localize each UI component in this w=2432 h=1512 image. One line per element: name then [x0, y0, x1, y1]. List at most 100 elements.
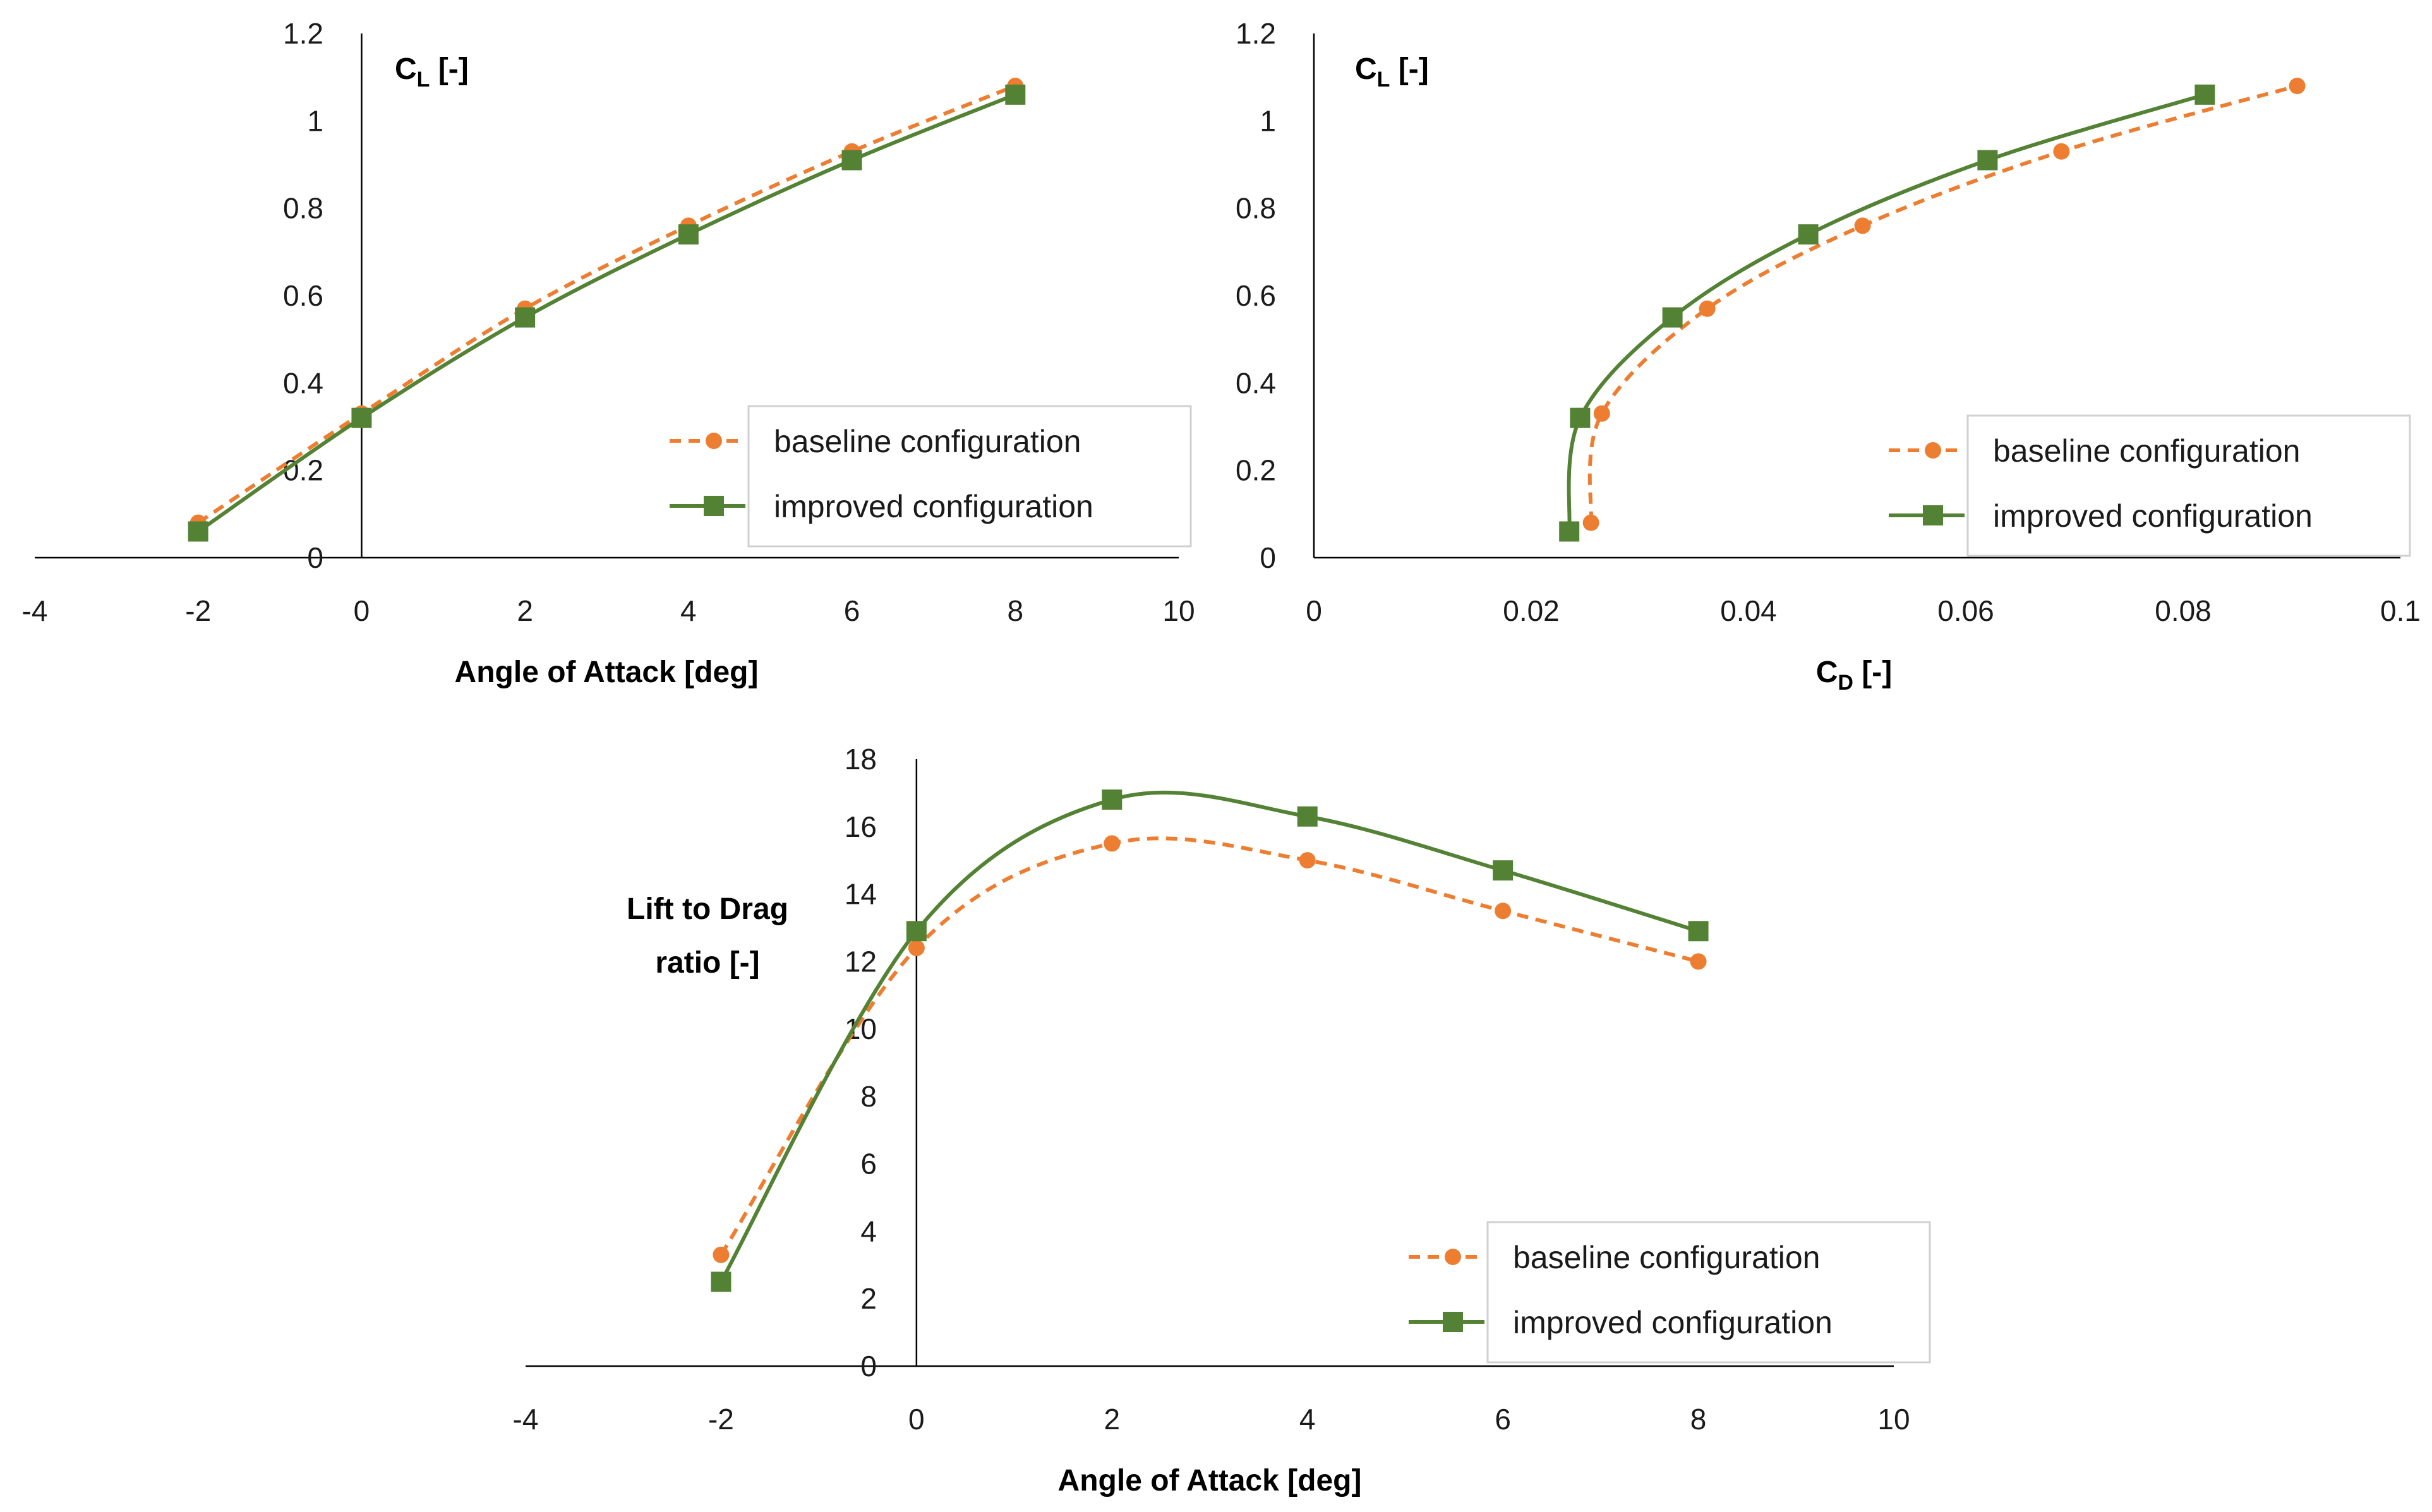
x-axis-title: Angle of Attack [deg]: [1058, 1464, 1362, 1497]
data-point-improved: [1297, 806, 1318, 827]
data-point-improved: [1005, 84, 1026, 105]
data-point-improved: [906, 921, 927, 942]
data-point-improved: [1662, 307, 1683, 328]
legend-label-baseline: baseline configuration: [1993, 433, 2300, 469]
data-point-improved: [188, 521, 208, 542]
data-point-baseline: [1854, 217, 1871, 234]
data-point-improved: [1102, 789, 1123, 810]
data-point-improved: [515, 307, 536, 328]
x-tick-label: 10: [1162, 594, 1195, 627]
y-tick-label: 4: [860, 1215, 877, 1247]
legend-label-improved: improved configuration: [774, 489, 1093, 524]
data-point-baseline: [1495, 903, 1512, 920]
x-tick-label: 0.04: [1720, 594, 1777, 627]
data-point-baseline: [908, 939, 925, 956]
y-tick-label: 8: [860, 1080, 877, 1113]
data-point-improved: [1688, 921, 1709, 942]
legend-box: [747, 405, 1192, 548]
data-point-improved: [711, 1271, 731, 1292]
y-tick-label: 0.6: [1236, 279, 1276, 312]
x-tick-label: 6: [1495, 1403, 1511, 1436]
x-tick-label: 2: [517, 594, 533, 627]
y-tick-label: 1.2: [1236, 17, 1276, 50]
y-tick-label: 6: [860, 1148, 877, 1180]
x-tick-label: 0: [354, 594, 370, 627]
y-tick-label: 0.6: [283, 279, 323, 312]
x-tick-label: -2: [185, 594, 211, 627]
y-tick-label: 0: [860, 1350, 877, 1383]
legend-marker-baseline: [1925, 442, 1941, 459]
data-point-improved: [1559, 521, 1580, 542]
x-tick-label: -2: [708, 1403, 734, 1436]
legend-marker-baseline: [1445, 1249, 1461, 1265]
data-point-improved: [841, 150, 862, 171]
y-tick-label: 12: [845, 945, 877, 978]
x-tick-label: 0.02: [1503, 594, 1560, 627]
legend-label-baseline: baseline configuration: [1513, 1240, 1820, 1275]
legend-marker-improved: [1443, 1312, 1463, 1332]
data-point-baseline: [1104, 835, 1121, 852]
y-tick-label: 0.4: [283, 366, 323, 399]
x-tick-label: 0.06: [1937, 594, 1994, 627]
data-point-improved: [1493, 860, 1514, 881]
data-point-improved: [351, 407, 372, 428]
x-tick-label: -4: [513, 1403, 539, 1436]
data-point-improved: [1570, 407, 1591, 428]
data-point-baseline: [1582, 514, 1599, 531]
legend: baseline configuration improved configura…: [1409, 1221, 1931, 1364]
x-axis-title: CD [-]: [1816, 656, 1893, 695]
x-tick-label: 8: [1007, 594, 1023, 627]
y-tick-label: 0.8: [1236, 192, 1276, 225]
y-tick-label: 18: [845, 743, 877, 776]
data-point-baseline: [2053, 143, 2070, 160]
data-point-baseline: [1593, 405, 1610, 422]
legend: baseline configuration improved configura…: [670, 405, 1192, 548]
x-tick-label: 0.1: [2380, 594, 2421, 627]
legend-marker-improved: [704, 496, 724, 516]
legend: baseline configuration improved configura…: [1889, 414, 2411, 557]
x-axis-title: Angle of Attack [deg]: [455, 656, 759, 689]
y-tick-label: 1: [307, 104, 323, 137]
legend-marker-improved: [1923, 505, 1943, 525]
y-tick-label: 14: [845, 878, 877, 911]
y-tick-label: 1.2: [283, 17, 323, 50]
x-tick-label: 4: [680, 594, 697, 627]
y-axis-title: CL [-]: [1355, 52, 1429, 92]
legend-box: [1966, 414, 2411, 557]
data-point-baseline: [2289, 78, 2306, 94]
y-tick-label: 0.4: [1236, 366, 1276, 399]
x-tick-label: 0.08: [2155, 594, 2212, 627]
x-tick-label: 6: [844, 594, 860, 627]
x-tick-label: 8: [1690, 1403, 1707, 1436]
series-line-improved: [719, 790, 1699, 1283]
series-line-improved: [197, 93, 1016, 533]
y-tick-label: 0: [1260, 541, 1276, 574]
chart-panel-2: 0 0.02 0.04 0.06 0.08 0.1 0 0.2 0.4 0.6 0.8 1 1.2 CD …: [1236, 17, 2421, 695]
data-point-improved: [1977, 150, 1998, 171]
y-axis-title: CL [-]: [395, 52, 469, 92]
y-tick-label: 2: [860, 1282, 877, 1315]
y-tick-label: 0: [307, 541, 323, 574]
x-tick-label: 4: [1299, 1403, 1316, 1436]
x-tick-label: -4: [22, 594, 48, 627]
x-tick-label: 0: [908, 1403, 925, 1436]
legend-label-baseline: baseline configuration: [774, 424, 1081, 459]
legend-label-improved: improved configuration: [1513, 1305, 1833, 1340]
data-point-baseline: [1299, 852, 1316, 869]
legend-label-improved: improved configuration: [1993, 498, 2313, 534]
data-point-improved: [678, 224, 699, 245]
x-tick-label: 0: [1306, 594, 1322, 627]
data-point-baseline: [1690, 953, 1707, 970]
y-tick-label: 0.2: [1236, 454, 1276, 487]
y-axis-title-line2: ratio [-]: [655, 946, 759, 980]
y-tick-label: 16: [845, 810, 877, 843]
legend-box: [1486, 1221, 1931, 1364]
data-point-improved: [2194, 84, 2215, 105]
legend-marker-baseline: [706, 433, 722, 449]
x-tick-label: 2: [1104, 1403, 1120, 1436]
y-tick-label: 1: [1260, 104, 1276, 137]
data-point-improved: [1798, 224, 1819, 245]
